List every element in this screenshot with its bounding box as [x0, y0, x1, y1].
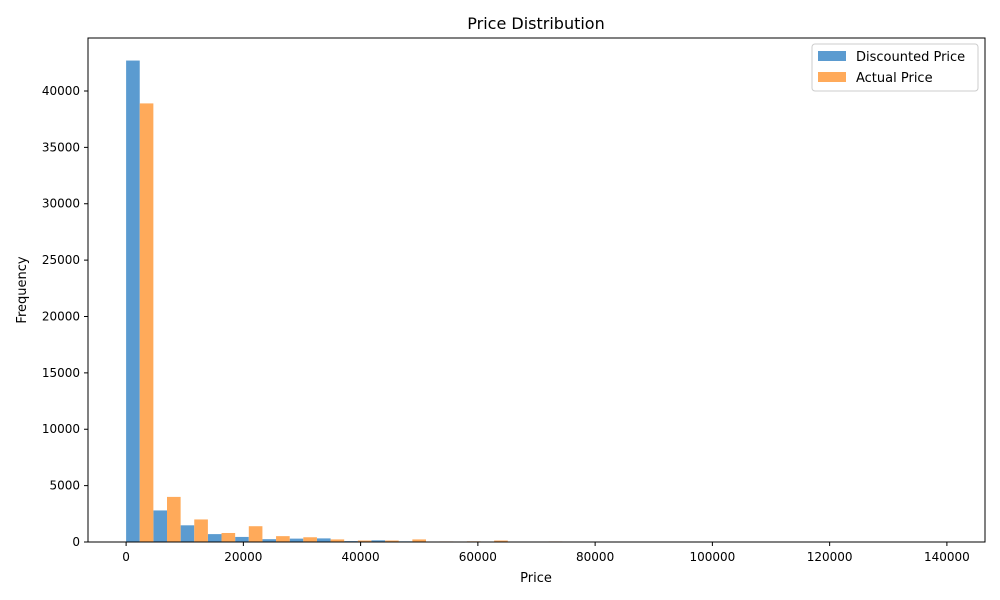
legend-swatch-actual-price	[818, 72, 846, 82]
y-tick-label: 30000	[42, 197, 80, 211]
y-axis-label: Frequency	[15, 256, 30, 323]
x-tick-label: 140000	[924, 550, 970, 564]
x-tick-label: 0	[122, 550, 130, 564]
bars-layer	[126, 60, 944, 543]
bar-actual-price-0	[139, 103, 154, 543]
legend-label-actual-price: Actual Price	[856, 71, 933, 86]
chart-title: Price Distribution	[467, 14, 604, 33]
x-tick-label: 40000	[342, 550, 380, 564]
plot-frame	[87, 37, 986, 543]
bar-actual-price-10	[412, 539, 426, 542]
bar-actual-price-8	[357, 540, 372, 542]
x-tick-label: 20000	[224, 550, 262, 564]
y-tick-label: 40000	[42, 84, 80, 98]
bar-actual-price-13	[494, 540, 508, 542]
bar-actual-price-4	[248, 526, 263, 542]
bar-discounted-price-0	[126, 60, 140, 543]
bar-actual-price-5	[276, 536, 290, 542]
legend-label-discounted-price: Discounted Price	[856, 50, 965, 65]
bar-actual-price-9	[385, 540, 399, 542]
bar-discounted-price-3	[207, 534, 222, 542]
x-axis: 0 20000 40000 60000 80000 100000 120000 140000	[122, 542, 970, 564]
bar-actual-price-3	[221, 532, 236, 542]
y-tick-label: 15000	[42, 366, 80, 380]
x-axis-label: Price	[520, 571, 552, 586]
y-tick-label: 20000	[42, 309, 80, 323]
legend-frame	[811, 43, 979, 92]
bar-discounted-price-7	[316, 538, 331, 542]
bar-actual-price-6	[303, 537, 317, 542]
x-tick-label: 120000	[807, 550, 853, 564]
y-tick-label: 10000	[42, 422, 80, 436]
bar-actual-price-7	[330, 539, 345, 542]
x-tick-label: 100000	[689, 550, 735, 564]
bar-discounted-price-9	[371, 540, 386, 542]
bar-discounted-price-2	[180, 525, 195, 542]
legend-swatch-discounted-price	[818, 51, 846, 61]
x-tick-label: 80000	[576, 550, 614, 564]
bar-discounted-price-5	[262, 539, 277, 542]
x-tick-label: 60000	[459, 550, 497, 564]
y-tick-label: 25000	[42, 253, 80, 267]
bar-discounted-price-1	[153, 510, 167, 542]
y-tick-label: 5000	[49, 479, 80, 493]
bar-actual-price-1	[167, 496, 181, 542]
bar-discounted-price-6	[289, 538, 304, 542]
y-axis: 0 5000 10000 15000 20000 25000 30000 35000 40000	[42, 84, 88, 549]
bar-actual-price-2	[194, 519, 208, 542]
legend: Discounted Price Actual Price	[811, 43, 979, 92]
bar-discounted-price-4	[235, 536, 249, 542]
y-tick-label: 0	[72, 535, 80, 549]
y-tick-label: 35000	[42, 140, 80, 154]
